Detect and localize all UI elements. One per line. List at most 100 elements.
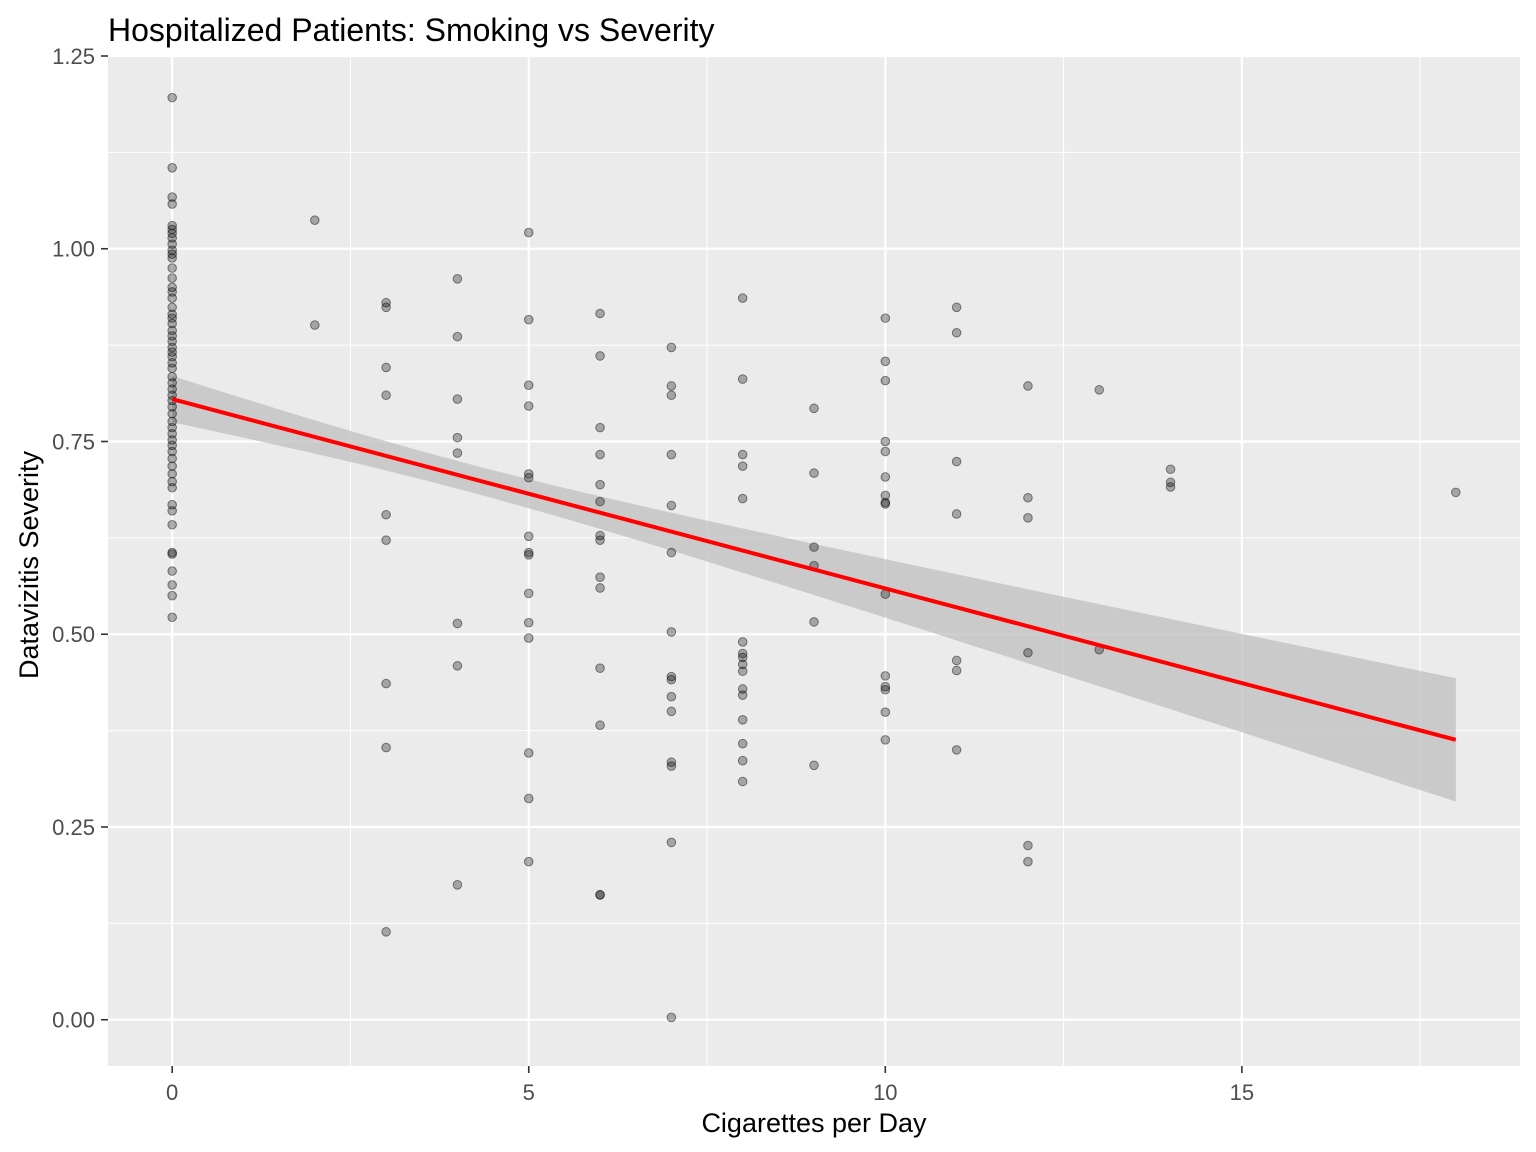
data-point <box>666 757 677 768</box>
data-point <box>595 351 605 361</box>
data-point <box>1165 464 1176 475</box>
data-point <box>523 531 534 542</box>
data-point <box>595 496 605 507</box>
x-tick-label: 5 <box>523 1080 535 1105</box>
data-point <box>880 671 891 681</box>
x-tick-label: 10 <box>873 1080 897 1105</box>
data-point <box>1165 482 1176 492</box>
data-point <box>880 684 891 695</box>
data-point <box>737 776 748 787</box>
data-point <box>951 745 962 755</box>
data-point <box>1023 492 1033 503</box>
data-point <box>880 490 891 501</box>
data-point <box>167 590 177 601</box>
data-point <box>381 297 391 308</box>
data-point <box>666 342 677 353</box>
data-point <box>809 468 819 478</box>
data-point <box>1094 385 1105 395</box>
data-point <box>737 659 748 670</box>
data-point <box>1023 513 1033 523</box>
data-point <box>381 678 391 689</box>
data-point <box>737 293 748 303</box>
data-point <box>523 314 534 325</box>
data-point <box>1165 477 1176 488</box>
data-point <box>167 342 177 353</box>
regression-line <box>171 397 1457 742</box>
data-point <box>452 331 463 342</box>
data-point <box>809 542 819 552</box>
data-point <box>666 500 677 511</box>
data-point <box>737 690 748 700</box>
y-axis-title: Datavizitis Severity <box>14 450 44 679</box>
x-axis-title: Cigarettes per Day <box>701 1108 927 1138</box>
data-point <box>167 422 177 433</box>
data-point <box>167 336 177 347</box>
data-point <box>595 890 605 900</box>
data-point <box>167 428 177 439</box>
data-point <box>452 274 463 284</box>
data-point <box>737 684 748 694</box>
data-point <box>595 720 605 731</box>
data-point <box>880 497 891 508</box>
data-point <box>167 199 177 209</box>
y-tick-label: 1.00 <box>52 237 95 262</box>
data-point <box>880 446 891 457</box>
data-point <box>167 566 177 576</box>
data-point <box>523 401 534 411</box>
data-point <box>595 535 605 545</box>
data-point <box>951 327 962 338</box>
data-point <box>381 302 391 313</box>
y-tick-label: 0.75 <box>52 429 95 454</box>
data-point <box>167 325 177 336</box>
data-point <box>167 302 177 313</box>
data-point <box>666 674 677 685</box>
data-point <box>167 309 177 320</box>
data-point <box>167 318 177 329</box>
data-point <box>167 363 177 374</box>
data-point <box>595 890 605 900</box>
data-point <box>737 493 748 504</box>
data-point <box>1023 856 1033 867</box>
data-point <box>167 233 177 243</box>
data-point <box>381 742 391 753</box>
data-point <box>167 313 177 323</box>
data-point <box>523 227 534 238</box>
data-point <box>809 760 819 771</box>
data-point <box>167 192 177 202</box>
data-point <box>167 347 177 357</box>
data-point <box>666 1012 677 1023</box>
data-point <box>737 637 748 647</box>
data-point <box>951 665 962 676</box>
data-point <box>167 580 177 590</box>
data-point <box>737 374 748 384</box>
fit-line-layer <box>171 397 1457 742</box>
major-gridlines <box>108 54 1520 1066</box>
data-point <box>452 394 463 404</box>
data-point <box>167 384 177 394</box>
data-point <box>737 461 748 471</box>
data-point <box>523 748 534 758</box>
data-point <box>880 735 891 745</box>
data-point <box>523 547 534 558</box>
data-point <box>666 671 677 682</box>
data-point <box>452 661 463 671</box>
data-point <box>666 449 677 460</box>
data-point <box>595 572 605 582</box>
data-point <box>452 432 463 443</box>
data-point <box>381 362 391 373</box>
data-point <box>666 627 677 637</box>
data-point <box>880 356 891 367</box>
data-point <box>167 224 177 235</box>
data-point <box>167 331 177 341</box>
data-point <box>167 476 177 487</box>
data-point <box>167 351 177 362</box>
data-point <box>1023 840 1033 851</box>
data-point <box>167 408 177 419</box>
data-point <box>167 416 177 427</box>
data-point <box>381 390 391 401</box>
y-tick-label: 0.25 <box>52 815 95 840</box>
data-point <box>737 666 748 677</box>
data-point <box>167 245 177 256</box>
points-layer <box>167 92 1461 1023</box>
